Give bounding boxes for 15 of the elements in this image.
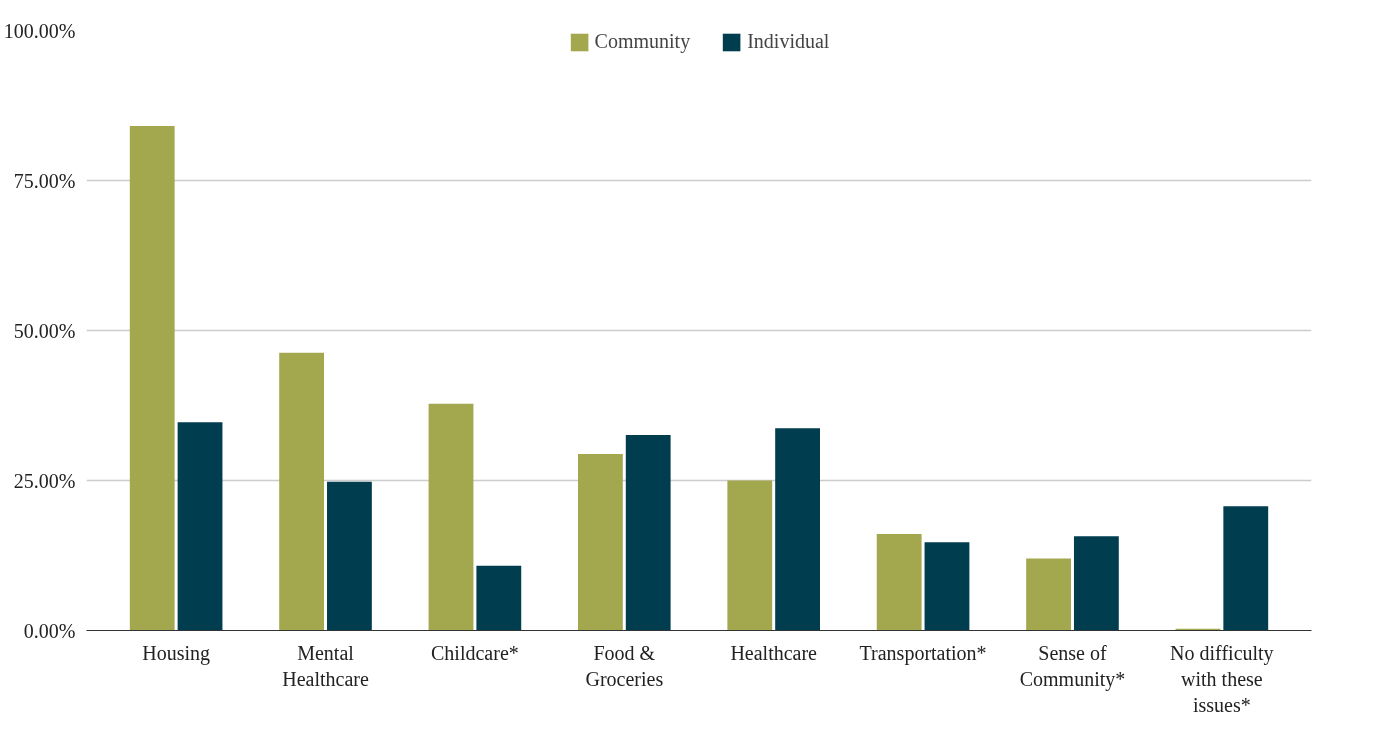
- x-tick-label: Sense of Community*: [1019, 641, 1126, 691]
- y-tick-label: 100.00%: [3, 19, 76, 42]
- y-tick-label: 0.00%: [23, 619, 76, 642]
- x-tick-label: Healthcare: [730, 641, 818, 664]
- y-tick-label: 75.00%: [13, 169, 76, 192]
- x-tick-label: Childcare*: [431, 641, 519, 664]
- y-tick-label: 25.00%: [13, 469, 76, 492]
- y-tick-label: 50.00%: [13, 319, 76, 342]
- x-tick-label: No difficulty with these issues*: [1170, 641, 1274, 717]
- x-tick-label: Food & Groceries: [585, 641, 664, 690]
- x-tick-label: Housing: [142, 641, 211, 665]
- x-tick-label: Transportation*: [859, 641, 987, 665]
- legend-label: Community: [594, 30, 691, 53]
- x-tick-label: Mental Healthcare: [282, 641, 369, 690]
- legend-label: Individual: [747, 30, 830, 53]
